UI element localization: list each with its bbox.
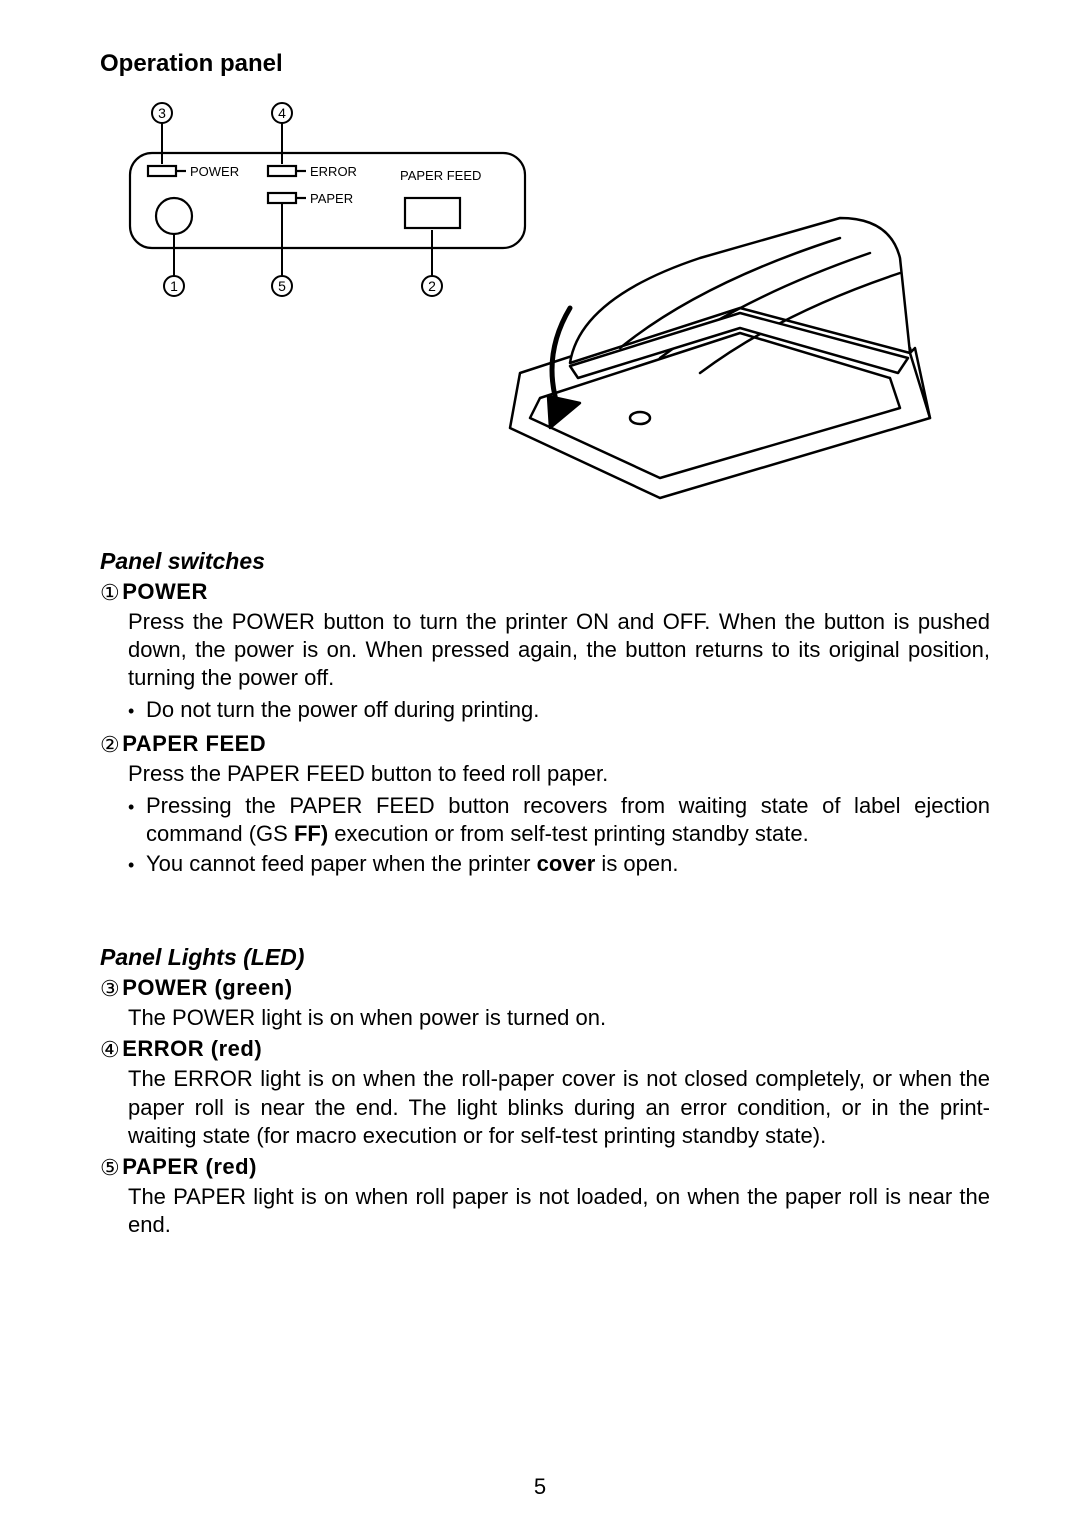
bullet-power-1: Do not turn the power off during printin… — [128, 696, 990, 724]
text-led-power: The POWER light is on when power is turn… — [128, 1004, 990, 1032]
label-paper-feed: PAPER FEED — [400, 168, 481, 183]
num-1-icon: ① — [100, 580, 120, 606]
item-led-power-head: ③POWER (green) — [100, 975, 990, 1002]
text-power: Press the POWER button to turn the print… — [128, 608, 990, 692]
text-paperfeed: Press the PAPER FEED button to feed roll… — [128, 760, 990, 788]
callout-4: 4 — [278, 105, 286, 121]
item-power-head: ①POWER — [100, 579, 990, 606]
callout-1: 1 — [170, 278, 178, 294]
item-led-error-head: ④ERROR (red) — [100, 1036, 990, 1063]
pf-b2-a: You cannot feed paper when the printer — [146, 851, 537, 876]
item-paperfeed-head: ②PAPER FEED — [100, 731, 990, 758]
bullet-paperfeed-1: Pressing the PAPER FEED button recovers … — [128, 792, 990, 848]
num-4-icon: ④ — [100, 1037, 120, 1063]
bullets-paperfeed: Pressing the PAPER FEED button recovers … — [128, 792, 990, 878]
section-panel-lights: Panel Lights (LED) — [100, 944, 990, 971]
pf-b2-b: cover — [537, 851, 596, 876]
num-3-icon: ③ — [100, 976, 120, 1002]
bullets-power: Do not turn the power off during printin… — [128, 696, 990, 724]
callout-3: 3 — [158, 105, 166, 121]
label-error: ERROR — [310, 164, 357, 179]
bullet-paperfeed-2: You cannot feed paper when the printer c… — [128, 850, 990, 878]
section-panel-switches: Panel switches — [100, 548, 990, 575]
operation-panel-diagram: POWER ERROR PAPER PAPER FEED 3 4 1 5 2 — [100, 98, 990, 518]
head-power: POWER — [122, 579, 208, 604]
callout-2: 2 — [428, 278, 436, 294]
item-led-paper-head: ⑤PAPER (red) — [100, 1154, 990, 1181]
head-paperfeed: PAPER FEED — [122, 731, 266, 756]
text-led-error: The ERROR light is on when the roll-pape… — [128, 1065, 990, 1149]
page-number: 5 — [0, 1474, 1080, 1500]
num-2-icon: ② — [100, 732, 120, 758]
label-power: POWER — [190, 164, 239, 179]
pf-b1-b: FF) — [294, 821, 328, 846]
head-led-error: ERROR (red) — [122, 1036, 262, 1061]
label-paper: PAPER — [310, 191, 353, 206]
num-5-icon: ⑤ — [100, 1155, 120, 1181]
text-led-paper: The PAPER light is on when roll paper is… — [128, 1183, 990, 1239]
pf-b2-c: is open. — [595, 851, 678, 876]
pf-b1-c: execution or from self-test printing sta… — [328, 821, 809, 846]
head-led-power: POWER (green) — [122, 975, 292, 1000]
head-led-paper: PAPER (red) — [122, 1154, 257, 1179]
page-title: Operation panel — [100, 50, 990, 78]
callout-5: 5 — [278, 278, 286, 294]
